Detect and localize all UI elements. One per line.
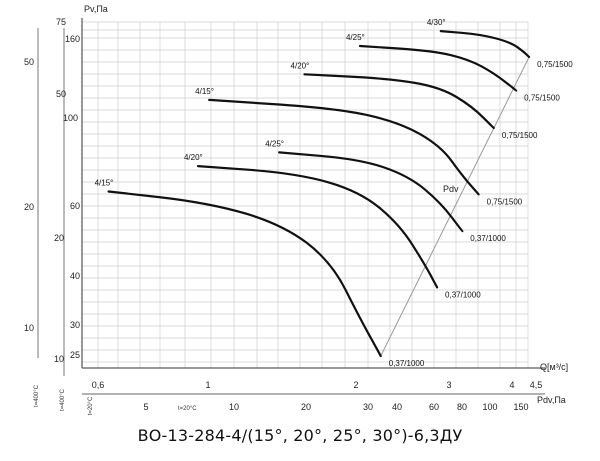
series-name-label: 4/25° bbox=[265, 139, 284, 148]
left-tick-label: 10 bbox=[24, 323, 34, 333]
plot-frame bbox=[81, 18, 545, 395]
pdv-tick-label: 60 bbox=[429, 402, 439, 412]
grid bbox=[81, 21, 529, 368]
temperature-label: t=400°C bbox=[60, 388, 66, 411]
x-tick-label: 4,5 bbox=[530, 380, 543, 390]
pdv-tick-label: 40 bbox=[392, 402, 402, 412]
series-curve bbox=[303, 73, 495, 130]
x-tick-label: 3 bbox=[446, 380, 451, 390]
y-tick-label: 100 bbox=[63, 113, 78, 123]
curves bbox=[107, 30, 531, 358]
x-axis-title-flow: Q[м³/с] bbox=[540, 362, 568, 372]
x-tick-label: 1 bbox=[205, 380, 210, 390]
series-name-label: 4/15° bbox=[95, 178, 114, 187]
y-tick-label: 30 bbox=[70, 320, 80, 330]
y-axis-title: Pv,Па bbox=[84, 4, 108, 14]
pdv-tick-label: 5 bbox=[143, 402, 148, 412]
series-curve bbox=[278, 151, 464, 233]
pdv-line bbox=[380, 56, 530, 357]
series-curve bbox=[196, 165, 439, 289]
curve-labels: Pdv 4/15° 0,37/1000 4/20° 0,37/1000 4/25° 0,37… bbox=[95, 18, 574, 368]
series-end-label: 0,75/1500 bbox=[537, 60, 573, 69]
y-tick-label: 10 bbox=[54, 354, 64, 364]
y-tick-label: 60 bbox=[70, 201, 80, 211]
series-end-label: 0,37/1000 bbox=[389, 359, 425, 368]
pdv-temperature-label: t=20°C bbox=[178, 406, 197, 412]
series-name-label: 4/25° bbox=[346, 33, 365, 42]
chart-title: ВО-13-284-4/(15°, 20°, 25°, 30°)-6,3ДУ bbox=[137, 426, 463, 445]
y-tick-label: 40 bbox=[70, 271, 80, 281]
series-name-label: 4/20° bbox=[184, 153, 203, 162]
side-axes bbox=[37, 28, 65, 376]
series-name-label: 4/20° bbox=[291, 61, 310, 70]
series-curve bbox=[439, 30, 531, 59]
x-tick-label: 0,6 bbox=[92, 380, 105, 390]
pdv-tick-label: 10 bbox=[229, 402, 239, 412]
y-tick-label: 20 bbox=[54, 233, 64, 243]
pdv-tick-label: 20 bbox=[301, 402, 311, 412]
pdv-tick-label: 80 bbox=[457, 402, 467, 412]
x-axis-title-pdv: Pdv,Па bbox=[537, 395, 566, 405]
temperature-label: t=20°C bbox=[88, 396, 94, 415]
pdv-tick-label: 100 bbox=[482, 402, 497, 412]
series-end-label: 0,75/1500 bbox=[487, 197, 523, 206]
x-tick-label: 4 bbox=[509, 380, 514, 390]
left-tick-label: 50 bbox=[24, 57, 34, 67]
series-end-label: 0,75/1500 bbox=[502, 131, 538, 140]
series-end-label: 0,37/1000 bbox=[445, 290, 481, 299]
series-end-label: 0,75/1500 bbox=[524, 93, 560, 102]
y-tick-label: 25 bbox=[70, 350, 80, 360]
y-tick-label: 160 bbox=[65, 34, 80, 44]
series-curve bbox=[208, 98, 480, 196]
y-tick-label: 50 bbox=[56, 89, 66, 99]
left-tick-label: 20 bbox=[24, 202, 34, 212]
temperature-label: t=400°C bbox=[34, 384, 40, 407]
series-name-label: 4/30° bbox=[427, 18, 446, 27]
series-end-label: 0,37/1000 bbox=[470, 234, 506, 243]
series-curve bbox=[107, 190, 382, 358]
series-name-label: 4/15° bbox=[195, 87, 214, 96]
pdv-line-label: Pdv bbox=[443, 184, 459, 194]
pdv-tick-label: 30 bbox=[363, 402, 373, 412]
pdv-tick-label: 150 bbox=[513, 402, 528, 412]
y-tick-label: 75 bbox=[56, 17, 66, 27]
series-curve bbox=[358, 44, 518, 92]
x-tick-label: 2 bbox=[353, 380, 358, 390]
